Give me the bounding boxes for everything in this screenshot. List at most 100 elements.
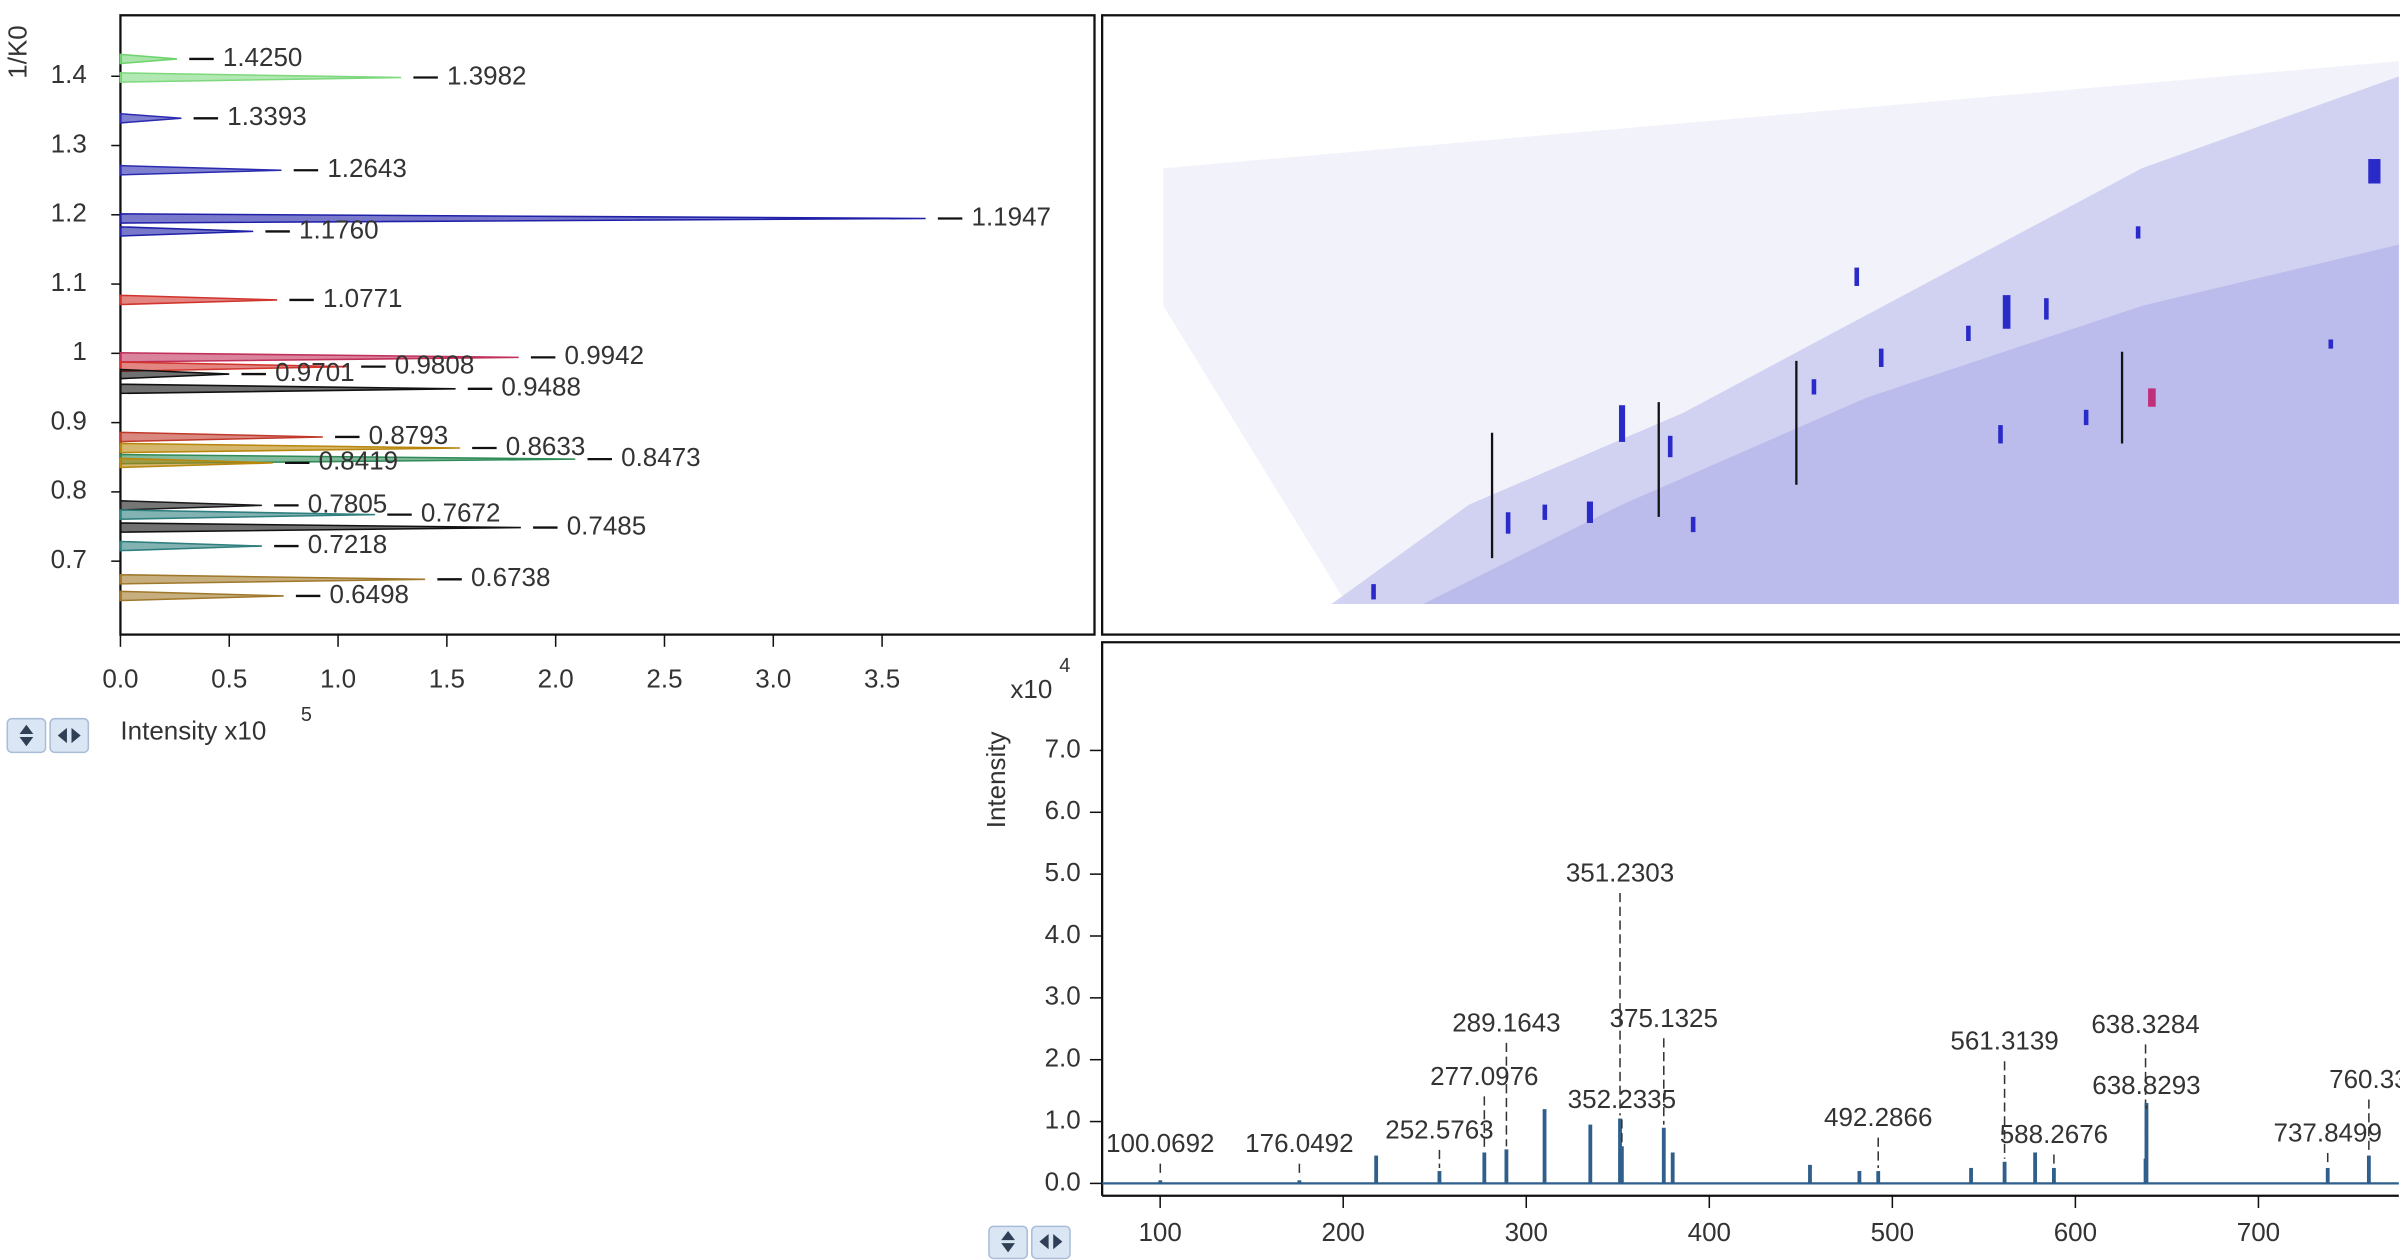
peak-label: 0.8419 [319, 446, 398, 476]
peak-label: 0.8793 [369, 420, 448, 450]
peak-label: 1.2643 [327, 153, 406, 183]
peak-label: 1.3393 [227, 101, 306, 131]
peak-label: 252.5763 [1385, 1114, 1493, 1144]
peak-label: 1.0771 [323, 283, 402, 313]
peak-label: 289.1643 [1452, 1007, 1560, 1037]
y-tick-label: 0.8 [51, 475, 87, 505]
spot [1811, 379, 1817, 395]
peak-label: 176.0492 [1245, 1128, 1353, 1158]
x-tick-label: 3.0 [755, 663, 791, 693]
mobility-peak [119, 361, 349, 373]
peak-label: 0.7485 [567, 510, 646, 540]
mobility-peak [119, 509, 376, 520]
peak-label: 0.9488 [501, 372, 580, 402]
x-axis-title: Intensity x10 [120, 715, 266, 745]
y-tick-label: 2.0 [1045, 1043, 1081, 1073]
peak-label: 561.3139 [1950, 1026, 2058, 1056]
y-tick-label: 1.2 [51, 198, 87, 228]
peak-label: 638.3284 [2091, 1009, 2199, 1039]
peak-label: 0.9942 [565, 340, 644, 370]
spectrum-frame [1100, 641, 2400, 1196]
spot [1854, 267, 1860, 286]
peak-label: 0.7672 [421, 497, 500, 527]
peak-label: 492.2866 [1824, 1102, 1932, 1132]
y-tick-label: 4.0 [1045, 919, 1081, 949]
peak-label: 737.8499 [2274, 1117, 2382, 1147]
peak-label: 277.0976 [1430, 1061, 1538, 1091]
x-tick-label: 0.0 [102, 663, 138, 693]
mobilogram-frame [119, 14, 1096, 636]
peak-label: 1.3982 [447, 60, 526, 90]
y-axis-multiplier: x10 [1010, 674, 1052, 704]
peak-label: 0.6498 [330, 579, 409, 609]
y-tick-label: 5.0 [1045, 857, 1081, 887]
spot [1690, 516, 1696, 533]
spot [2148, 388, 2156, 407]
horizontal-zoom-button[interactable] [49, 717, 90, 754]
peak-label: 760.33 [2329, 1064, 2400, 1094]
mobility-peak [119, 590, 284, 602]
y-tick-label: 1 [72, 336, 86, 366]
icon [57, 727, 81, 744]
mobility-peak [119, 442, 460, 454]
spot [1505, 512, 1511, 534]
peak-label: 352.2335 [1568, 1084, 1676, 1114]
spot [2002, 295, 2011, 329]
x-tick-label: 600 [2054, 1217, 2097, 1247]
y-tick-label: 0.0 [1045, 1166, 1081, 1196]
icon [19, 724, 34, 747]
peak-label: 0.8473 [621, 442, 700, 472]
peak-label: 0.6738 [471, 562, 550, 592]
x-tick-label: 2.0 [538, 663, 574, 693]
peak-label: 638.8293 [2092, 1070, 2200, 1100]
y-tick-label: 0.7 [51, 544, 87, 574]
x-tick-label: 3.5 [864, 663, 900, 693]
spot [2044, 298, 2049, 320]
x-tick-label: 0.5 [211, 663, 247, 693]
y-tick-label: 1.1 [51, 267, 87, 297]
x-tick-label: 400 [1688, 1217, 1731, 1247]
icon [1001, 1230, 1015, 1253]
mobility-peak [119, 368, 230, 380]
x-axis-exponent: 5 [301, 704, 312, 726]
spot [1371, 584, 1376, 600]
zoom-buttons[interactable] [6, 717, 90, 754]
peak-label: 375.1325 [1610, 1003, 1718, 1033]
zoom-buttons[interactable] [988, 1225, 1071, 1260]
x-tick-label: 100 [1138, 1217, 1181, 1247]
mobility-peak [119, 457, 273, 469]
mobility-peak [119, 72, 402, 83]
heatmap-band [1423, 244, 2399, 605]
peak-label: 1.1760 [299, 214, 378, 244]
y-tick-label: 0.9 [51, 405, 87, 435]
horizontal-zoom-button[interactable] [1031, 1225, 1071, 1260]
x-tick-label: 300 [1505, 1217, 1548, 1247]
vertical-zoom-button[interactable] [988, 1225, 1028, 1260]
x-tick-label: 200 [1322, 1217, 1365, 1247]
mobility-peak [119, 226, 254, 237]
mobility-peak [119, 351, 519, 363]
spot [1966, 325, 1971, 341]
mobility-peak [119, 294, 278, 306]
spot [2135, 226, 2141, 239]
y-tick-label: 1.4 [51, 59, 87, 89]
peak-label: 588.2676 [2000, 1119, 2108, 1149]
peak-label: 1.1947 [971, 201, 1050, 231]
spot [1667, 435, 1673, 458]
vertical-zoom-button[interactable] [6, 717, 47, 754]
mobility-peak [119, 53, 178, 65]
mobility-peak [119, 112, 182, 124]
heatmap-markers [1490, 351, 2124, 559]
peak-label: 351.2303 [1566, 858, 1674, 888]
y-axis-title: 1/K0 [2, 25, 32, 78]
spot [1618, 405, 1626, 442]
mobility-peak [119, 431, 323, 443]
peak-label: 0.8633 [506, 431, 585, 461]
y-tick-label: 3.0 [1045, 981, 1081, 1011]
x-tick-label: 500 [1871, 1217, 1914, 1247]
mobility-peak [119, 383, 456, 395]
spot [1998, 425, 2003, 444]
spot [1878, 348, 1884, 367]
spot [2328, 339, 2334, 349]
